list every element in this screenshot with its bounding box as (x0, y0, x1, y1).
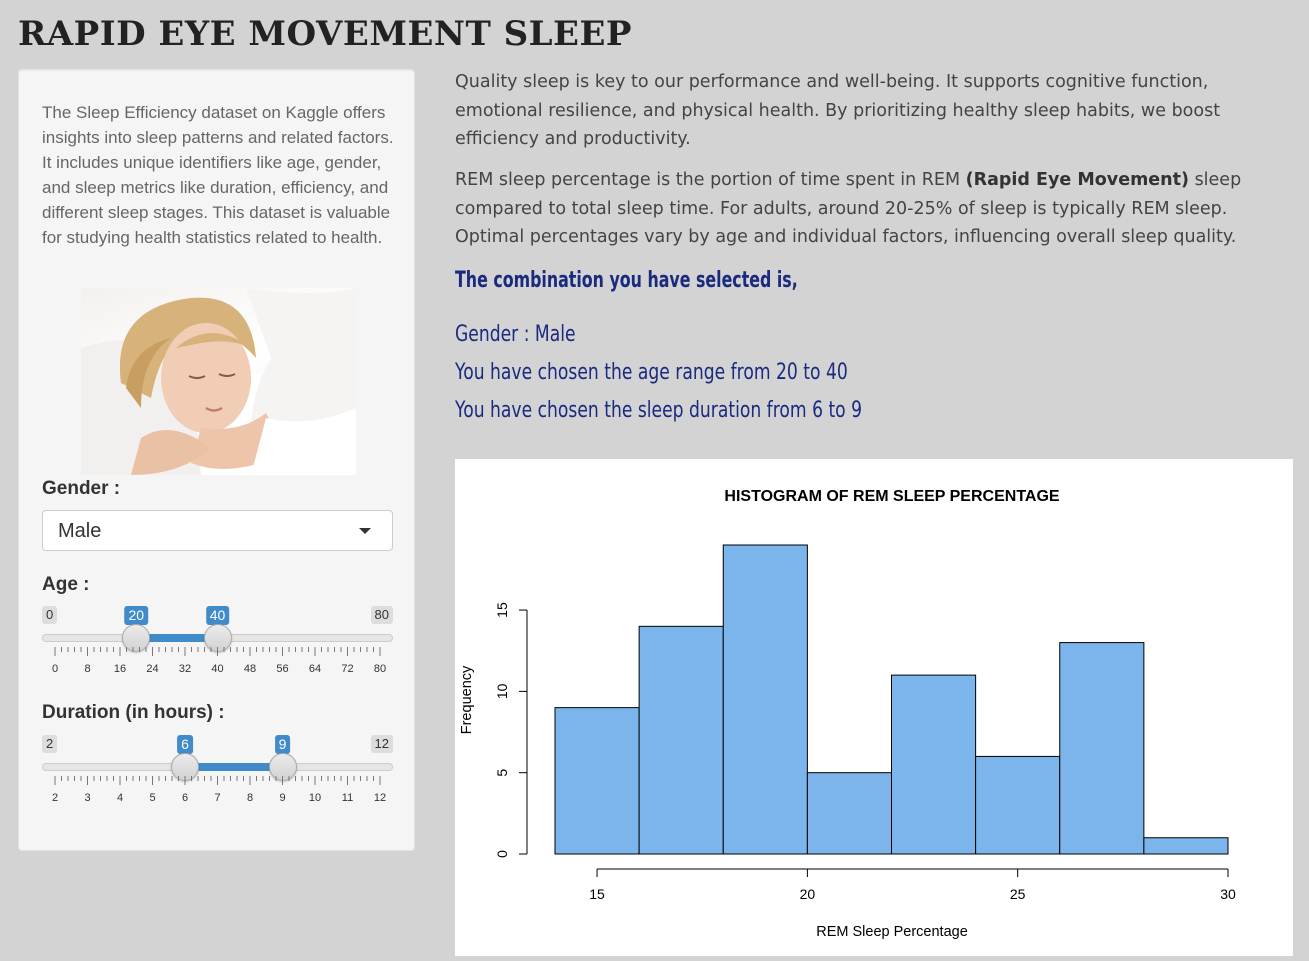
duration-max-label: 12 (370, 735, 393, 753)
rem-paragraph-text-2: sleep compared to total sleep time. For … (455, 170, 1242, 247)
duration-tick-label: 3 (84, 792, 90, 804)
age-label: Age : (42, 574, 90, 595)
age-tick-label: 80 (374, 663, 386, 675)
y-tick-label: 5 (494, 769, 510, 777)
histogram-bar (638, 625, 724, 855)
intro-paragraph: Quality sleep is key to our performance … (455, 72, 1221, 149)
x-tick-label: 15 (589, 886, 605, 902)
x-axis-label: REM Sleep Percentage (816, 924, 968, 940)
duration-min-label: 2 (42, 735, 58, 753)
duration-tick-label: 8 (247, 792, 253, 804)
duration-tick-label: 10 (309, 792, 321, 804)
age-from-badge: 20 (124, 606, 149, 629)
y-tick-label: 15 (494, 602, 510, 618)
age-max-label: 80 (370, 606, 393, 624)
age-tick-label: 40 (211, 663, 223, 675)
age-tick-label: 48 (244, 663, 256, 675)
y-tick-label: 0 (494, 850, 510, 858)
duration-to-badge: 9 (274, 735, 291, 758)
duration-slider-ticks: 2 3 4 5 6 7 8 9 10 11 12 (52, 776, 386, 804)
duration-slider-selected-range (185, 763, 283, 771)
duration-range-slider[interactable]: 2 12 6 9 2 3 4 5 6 7 8 9 10 11 12 (42, 735, 393, 815)
page-title: RAPID EYE MOVEMENT SLEEP (18, 14, 632, 54)
duration-label: Duration (in hours) : (42, 702, 225, 723)
histogram-bar (554, 707, 640, 855)
chevron-down-icon (359, 528, 371, 534)
duration-tick-label: 5 (149, 792, 155, 804)
duration-from-badge: 6 (177, 735, 193, 758)
histogram-bar (891, 674, 977, 855)
gender-selected-value: Male (58, 520, 102, 542)
age-tick-label: 16 (114, 663, 126, 675)
rem-paragraph-text-1: REM sleep percentage is the portion of t… (455, 170, 966, 190)
selection-duration-text: You have chosen the sleep duration from … (455, 398, 863, 423)
age-tick-label: 72 (341, 663, 353, 675)
histogram-bar (806, 772, 892, 855)
histogram-bar (1143, 837, 1229, 855)
rem-histogram: HISTOGRAM OF REM SLEEP PERCENTAGE REM Sl… (459, 488, 1236, 940)
histogram-bar (1059, 642, 1145, 855)
age-tick-label: 0 (52, 663, 58, 675)
x-tick-label: 20 (800, 886, 816, 902)
gender-select[interactable]: Male (42, 510, 393, 551)
age-tick-label: 24 (146, 663, 158, 675)
sleeping-woman-image (81, 288, 356, 475)
chart-title: HISTOGRAM OF REM SLEEP PERCENTAGE (724, 488, 1059, 505)
x-tick-label: 30 (1220, 886, 1236, 902)
selection-gender-text: Gender : Male (455, 322, 576, 347)
sidebar-panel: The Sleep Efficiency dataset on Kaggle o… (18, 69, 415, 851)
duration-tick-label: 4 (117, 792, 123, 804)
duration-tick-label: 7 (214, 792, 220, 804)
x-tick-label: 25 (1010, 886, 1026, 902)
y-tick-label: 10 (494, 683, 510, 699)
duration-tick-label: 9 (279, 792, 285, 804)
rem-paragraph-bold: (Rapid Eye Movement) (965, 170, 1189, 190)
rem-paragraph: REM sleep percentage is the portion of t… (455, 166, 1255, 252)
dataset-description: The Sleep Efficiency dataset on Kaggle o… (42, 103, 394, 247)
y-axis-label: Frequency (459, 665, 475, 734)
age-slider-selected-range (136, 634, 218, 642)
age-to-badge: 40 (205, 606, 230, 629)
duration-tick-label: 2 (52, 792, 58, 804)
age-tick-label: 64 (309, 663, 321, 675)
duration-tick-label: 12 (374, 792, 386, 804)
histogram-bar (975, 755, 1061, 855)
age-tick-label: 32 (179, 663, 191, 675)
age-tick-label: 8 (84, 663, 90, 675)
duration-tick-label: 6 (182, 792, 188, 804)
histogram-panel: HISTOGRAM OF REM SLEEP PERCENTAGE REM Sl… (455, 459, 1293, 956)
age-slider-ticks: 0 8 16 24 32 40 48 56 64 72 80 (52, 647, 386, 675)
age-tick-label: 56 (276, 663, 288, 675)
histogram-bar (722, 544, 808, 855)
age-range-slider[interactable]: 0 80 20 40 0 8 16 24 32 40 48 56 64 72 80 (42, 606, 393, 686)
age-min-label: 0 (42, 606, 58, 624)
gender-label: Gender : (42, 478, 121, 499)
selection-age-text: You have chosen the age range from 20 to… (455, 360, 848, 385)
duration-tick-label: 11 (342, 792, 353, 804)
selection-heading: The combination you have selected is, (455, 268, 798, 293)
